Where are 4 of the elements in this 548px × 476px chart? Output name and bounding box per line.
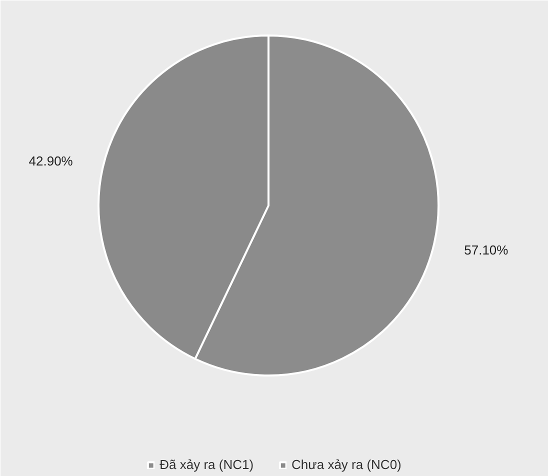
legend-label: Chưa xảy ra (NC0) [292,457,402,472]
data-label: 57.10% [464,242,509,258]
legend-label: Đã xảy ra (NC1) [160,457,254,472]
data-label: 42.90% [28,154,74,169]
